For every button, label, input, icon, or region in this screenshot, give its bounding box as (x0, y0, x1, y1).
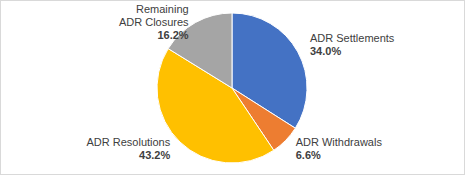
svg-text:RemainingADR Closures16.2%: RemainingADR Closures16.2% (119, 3, 189, 41)
svg-text:ADR Settlements34.0%: ADR Settlements34.0% (310, 32, 395, 57)
svg-text:ADR Withdrawals6.6%: ADR Withdrawals6.6% (296, 136, 383, 161)
svg-text:ADR Resolutions43.2%: ADR Resolutions43.2% (86, 136, 170, 161)
